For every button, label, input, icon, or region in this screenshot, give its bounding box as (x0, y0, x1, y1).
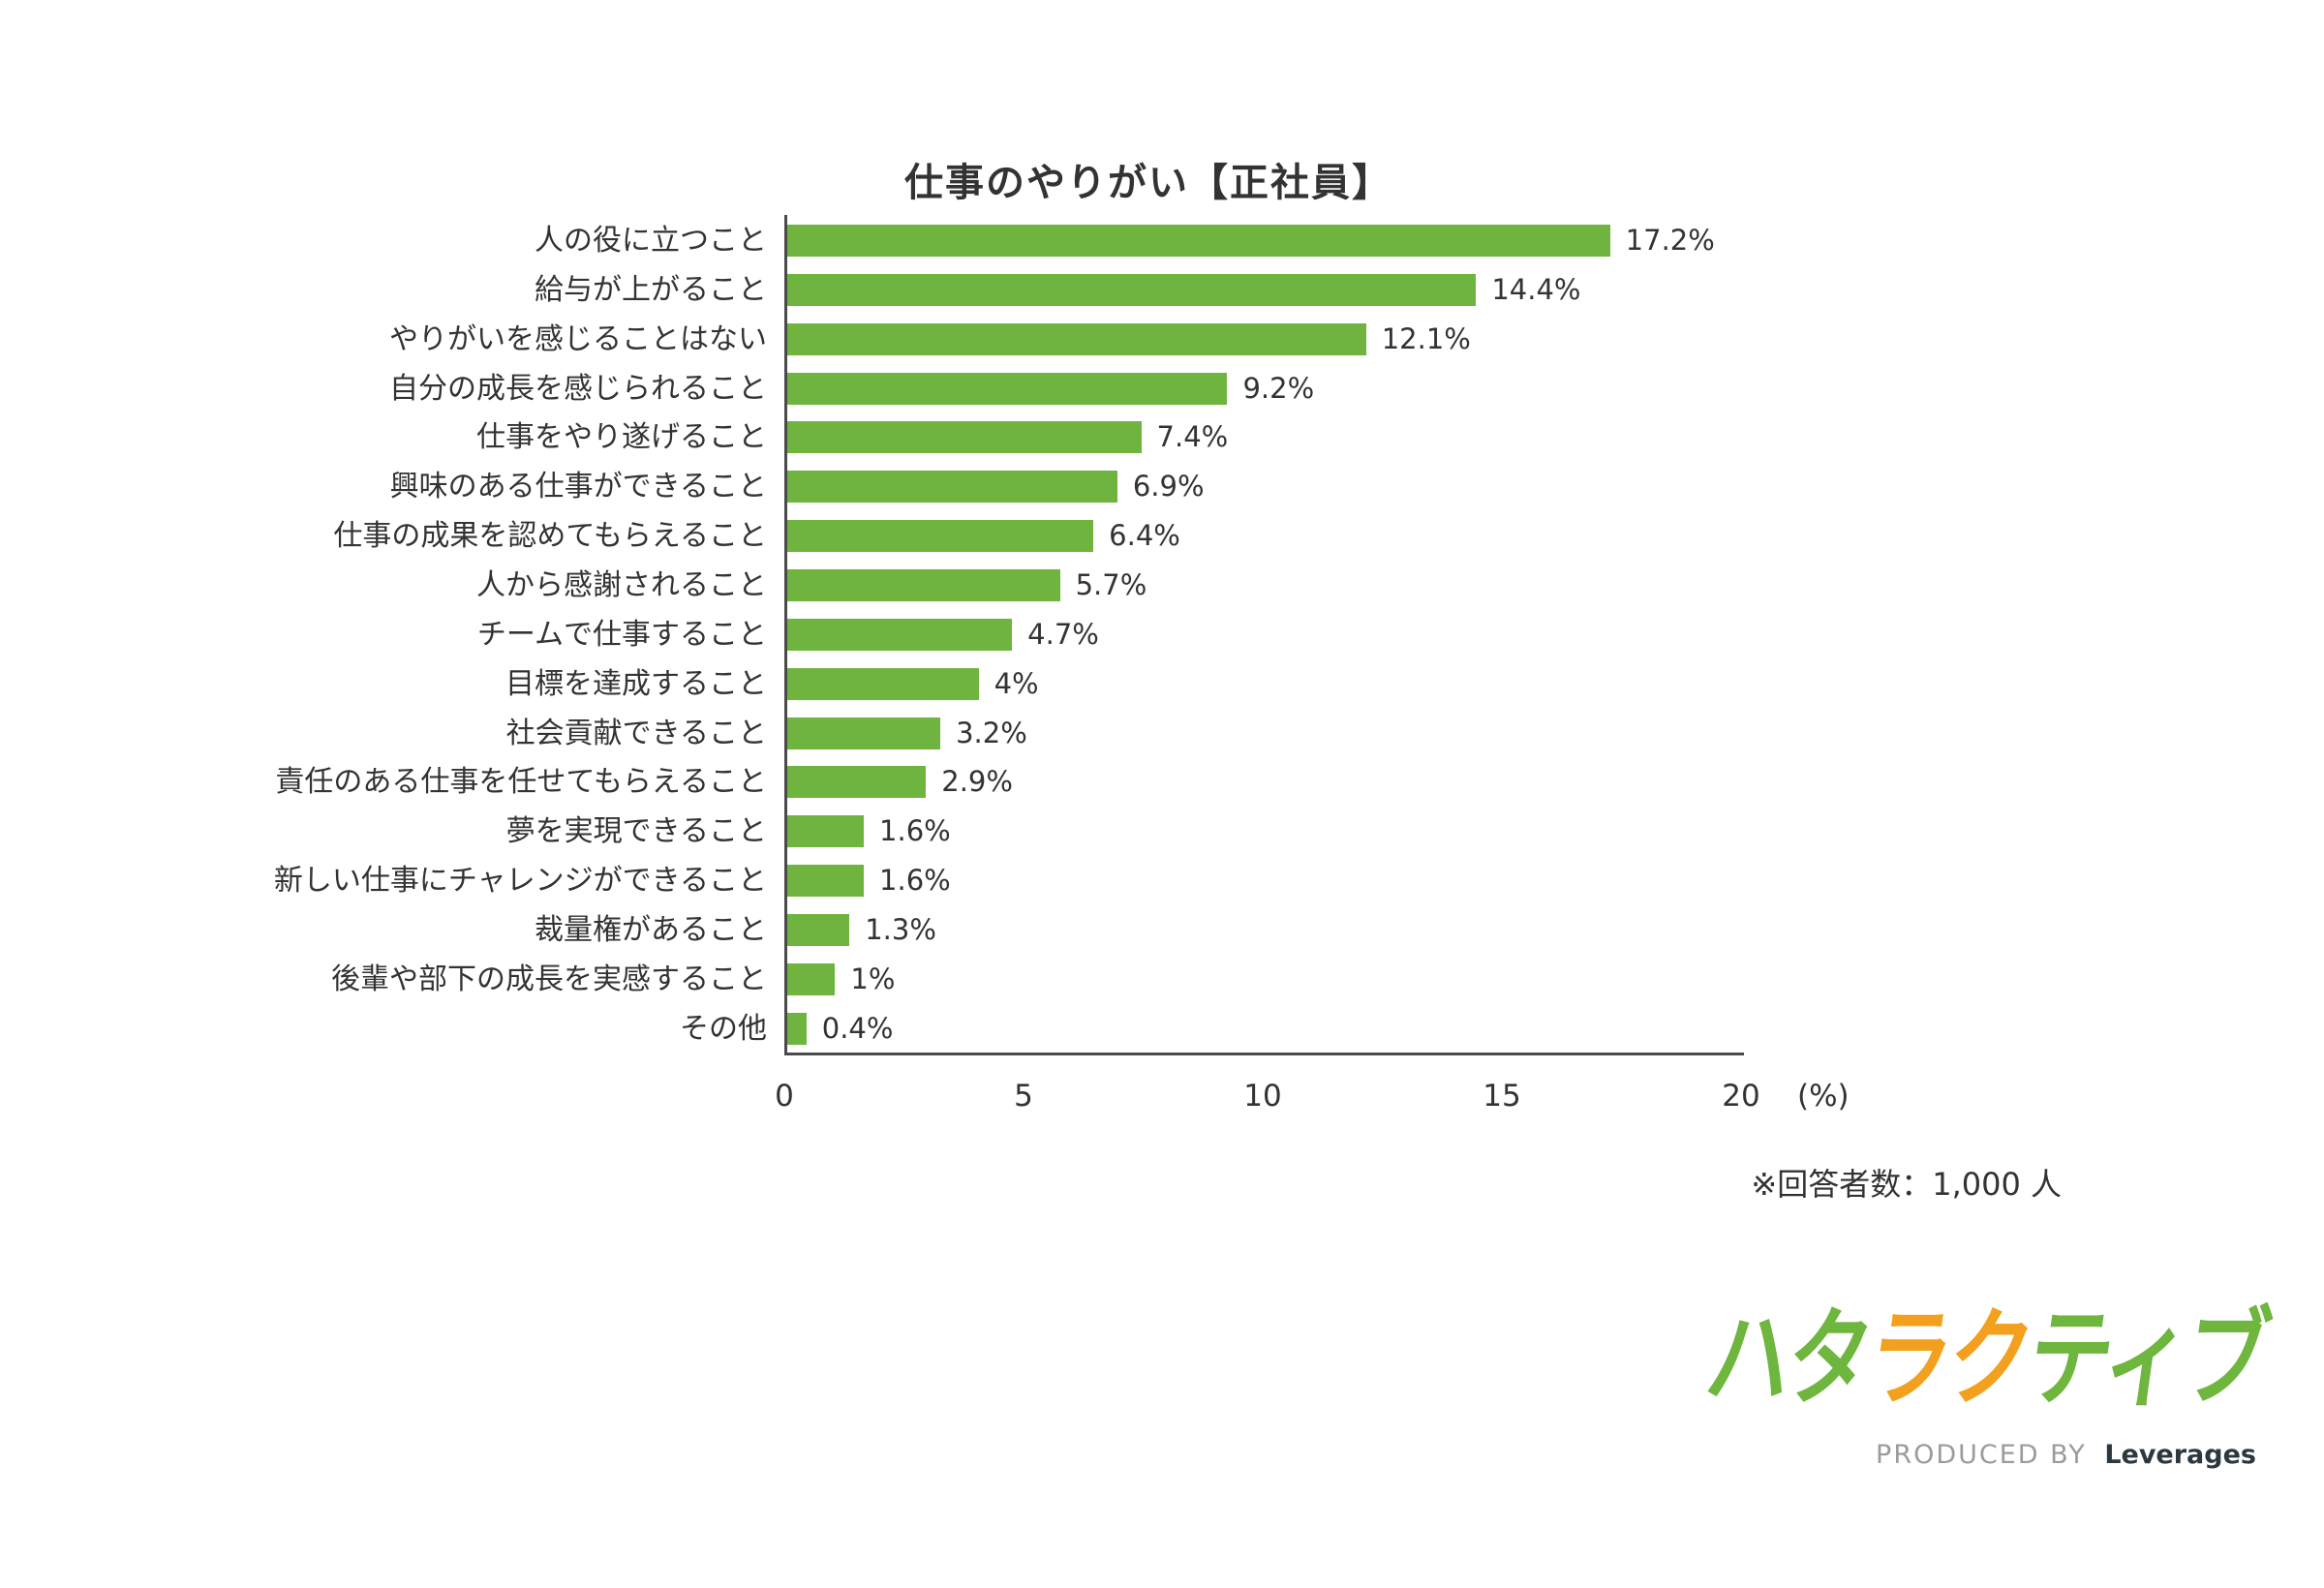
category-label: その他 (680, 1011, 767, 1046)
bar (787, 471, 1117, 504)
brand-logo-char: ブ (2176, 1297, 2275, 1421)
bar (787, 322, 1366, 355)
value-label: 1.6% (879, 814, 951, 848)
bar (787, 667, 979, 700)
bar (787, 372, 1228, 405)
value-label: 1.3% (865, 912, 936, 946)
category-label: 社会貢献できること (505, 716, 767, 750)
produced-by-label: PRODUCED BY (1876, 1440, 2087, 1470)
x-axis-tick-label: 10 (1243, 1079, 1282, 1114)
bar (787, 618, 1013, 651)
category-label: 人の役に立つこと (535, 224, 767, 258)
x-axis-tick-label: 0 (775, 1079, 794, 1114)
bar (787, 865, 865, 898)
bar (787, 273, 1477, 306)
value-label: 0.4% (821, 1011, 894, 1045)
brand-logo: ハタラクティブ PRODUCED BY Leverages (1698, 1298, 2275, 1470)
x-axis-ticks: 0 5 10 15 20 (775, 1079, 1801, 1127)
bar (787, 962, 836, 995)
category-label: 目標を達成すること (505, 666, 767, 701)
category-label: 人から感謝されること (476, 567, 767, 602)
category-label: 後輩や部下の成長を実感すること (331, 962, 767, 996)
category-label: 裁量権があること (535, 912, 767, 947)
bar (787, 717, 941, 749)
value-label: 1.6% (879, 864, 951, 898)
bar (787, 913, 850, 946)
category-label: チームで仕事すること (476, 617, 767, 652)
brand-logo-subline: PRODUCED BY Leverages (1698, 1440, 2256, 1470)
category-label: 仕事をやり遂げること (476, 420, 767, 455)
value-label: 4.7% (1027, 617, 1099, 651)
category-label: 興味のある仕事ができること (389, 470, 767, 504)
bar (787, 520, 1094, 553)
x-axis-tick-label: 15 (1483, 1079, 1521, 1114)
value-label: 7.4% (1156, 420, 1229, 454)
brand-logo-kana: ハタラクティブ (1698, 1271, 2278, 1426)
value-label: 4% (994, 666, 1039, 700)
value-label: 3.2% (956, 716, 1027, 749)
value-label: 12.1% (1381, 321, 1471, 355)
bar (787, 1012, 807, 1045)
bar (787, 766, 927, 799)
category-label: 夢を実現できること (505, 814, 767, 849)
x-axis-tick-label: 5 (1014, 1079, 1033, 1114)
bar (787, 568, 1060, 601)
chart-title: 仕事のやりがい【正社員】 (904, 161, 1392, 205)
respondents-note: ※回答者数：1,000 人 (1751, 1166, 2062, 1203)
value-label: 17.2% (1625, 224, 1715, 257)
value-label: 6.4% (1109, 519, 1180, 553)
plot-area: 17.2% 14.4% 12.1% 9.2% 7.4% 6.9% 6.4% 5.7% 4.7% 4… (784, 215, 1744, 1055)
bar (787, 421, 1142, 454)
value-label: 14.4% (1491, 272, 1581, 306)
category-label: 新しい仕事にチャレンジができること (273, 864, 767, 899)
category-label: 給与が上がること (535, 272, 767, 307)
category-label: 自分の成長を感じられること (389, 371, 767, 406)
category-label: 責任のある仕事を任せてもらえること (275, 765, 767, 800)
x-axis-unit: (%) (1797, 1079, 1850, 1114)
value-label: 2.9% (941, 765, 1013, 799)
brand-name: Leverages (2104, 1440, 2256, 1470)
x-axis-tick-label: 20 (1722, 1079, 1760, 1114)
value-label: 5.7% (1075, 567, 1147, 601)
value-label: 6.9% (1132, 470, 1205, 504)
value-label: 9.2% (1242, 371, 1315, 405)
bar (787, 815, 865, 848)
category-label: 仕事の成果を認めてもらえること (333, 519, 767, 554)
category-label: やりがいを感じることはない (389, 321, 767, 356)
value-label: 1% (850, 962, 896, 995)
category-labels: 人の役に立つこと 給与が上がることやりがいを感じることはない 自分の成長を感じられる… (0, 215, 767, 1053)
bar (787, 225, 1610, 257)
